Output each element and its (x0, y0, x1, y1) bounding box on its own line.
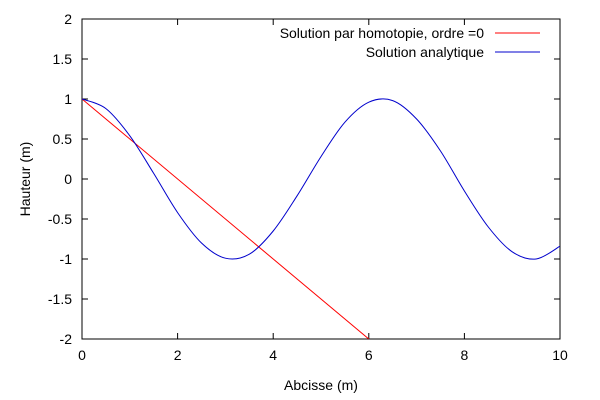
x-tick-label: 6 (365, 347, 373, 363)
legend-label-1: Solution par homotopie, ordre =0 (280, 25, 485, 41)
x-tick-label: 4 (269, 347, 277, 363)
axis-ticks: 0 2 4 6 8 10 2 1.5 1 0.5 0 -0.5 -1 -1.5 -2 (48, 11, 568, 363)
y-tick-label: 2 (64, 11, 72, 27)
x-axis-title: Abcisse (m) (284, 377, 358, 393)
legend: Solution par homotopie, ordre =0 Solution… (280, 25, 540, 60)
x-tick-label: 2 (174, 347, 182, 363)
y-tick-label: -0.5 (48, 211, 72, 227)
y-tick-label: 0 (64, 171, 72, 187)
y-tick-label: -1 (60, 251, 73, 267)
x-tick-label: 0 (78, 347, 86, 363)
series-line-1 (82, 98, 370, 339)
plot-frame (81, 18, 561, 340)
y-tick-label: 0.5 (53, 131, 73, 147)
y-tick-label: -1.5 (48, 291, 72, 307)
x-tick-label: 10 (552, 347, 568, 363)
y-tick-label: 1 (64, 91, 72, 107)
legend-label-2: Solution analytique (366, 44, 485, 60)
series-layer (82, 98, 560, 339)
y-tick-label: 1.5 (53, 51, 73, 67)
series-line-2 (82, 98, 560, 260)
y-tick-label: -2 (60, 331, 73, 347)
x-tick-label: 8 (461, 347, 469, 363)
y-axis-title: Hauteur (m) (17, 142, 33, 217)
